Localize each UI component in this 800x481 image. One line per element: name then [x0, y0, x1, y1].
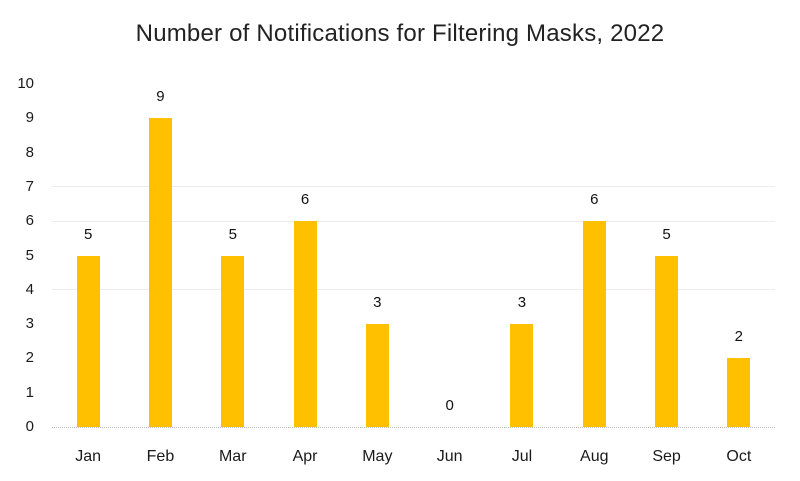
bar-value-label: 5 — [83, 225, 93, 243]
y-tick-label: 10 — [17, 75, 34, 92]
x-tick-label-sep: Sep — [652, 448, 681, 465]
bar-oct — [727, 358, 751, 427]
bar-value-label: 3 — [517, 294, 527, 312]
bar-value-label: 0 — [445, 397, 454, 414]
gridline — [52, 220, 775, 222]
y-tick-label: 3 — [25, 315, 34, 333]
bar-apr — [293, 221, 317, 427]
y-tick-label: 2 — [25, 349, 34, 367]
x-tick-label-feb: Feb — [146, 448, 175, 465]
x-tick-label-may: May — [362, 448, 393, 465]
bar-value-label: 2 — [734, 328, 744, 346]
y-tick-label: 1 — [25, 383, 34, 401]
bar-mar — [221, 255, 245, 427]
gridline — [52, 289, 775, 291]
y-tick-label: 4 — [25, 280, 34, 298]
x-tick-label-jul: Jul — [511, 448, 533, 465]
bar-sep — [655, 255, 679, 427]
x-tick-label-jan: Jan — [75, 448, 102, 465]
y-tick-label: 0 — [25, 418, 34, 435]
bar-value-label: 6 — [300, 191, 310, 209]
plot-area: 5 9 5 6 3 0 3 6 5 2 — [52, 84, 775, 428]
bar-value-label: 5 — [228, 225, 237, 243]
bar-value-label: 9 — [156, 88, 165, 106]
y-axis: 0 1 2 3 4 5 6 7 8 9 10 — [0, 75, 34, 435]
x-tick-label-oct: Oct — [726, 448, 752, 465]
bar-feb — [148, 118, 172, 427]
y-tick-label: 7 — [25, 177, 34, 195]
gridline — [52, 186, 775, 188]
bar-value-label: 3 — [373, 294, 382, 312]
bar-may — [365, 324, 389, 427]
x-axis: Jan Feb Mar Apr May Jun Jul Aug Sep Oct — [52, 447, 775, 467]
y-tick-label: 6 — [25, 212, 34, 230]
x-tick-label-aug: Aug — [580, 448, 609, 465]
bar-value-label: 6 — [590, 191, 599, 209]
y-tick-label: 5 — [25, 246, 34, 264]
x-tick-label-mar: Mar — [218, 448, 247, 465]
x-axis-line — [52, 427, 775, 428]
bar-value-label: 5 — [662, 225, 671, 243]
x-tick-label-apr: Apr — [292, 448, 318, 465]
x-tick-label-jun: Jun — [436, 448, 463, 465]
bar-jul — [510, 324, 534, 427]
y-tick-label: 9 — [25, 109, 34, 127]
y-tick-label: 8 — [25, 143, 34, 161]
chart-title: Number of Notifications for Filtering Ma… — [135, 20, 665, 47]
bar-jan — [76, 255, 100, 427]
bar-aug — [582, 221, 606, 427]
